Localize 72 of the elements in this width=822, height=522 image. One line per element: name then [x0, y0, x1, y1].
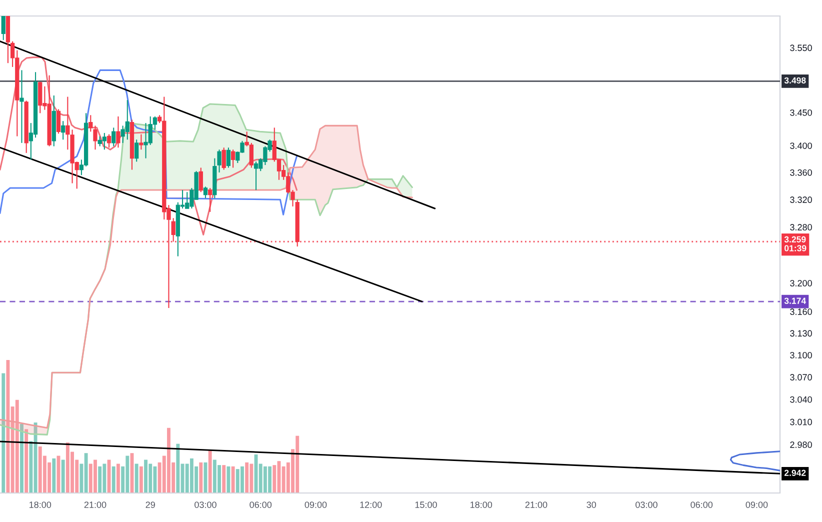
candlestick: [254, 161, 258, 191]
bar: [112, 466, 116, 493]
candlestick: [208, 187, 212, 212]
candlestick: [134, 139, 139, 162]
bar: [2, 373, 6, 493]
x-tick-label: 06:00: [690, 502, 713, 508]
y-tick-label: 3.040: [790, 396, 812, 403]
bar: [52, 458, 56, 493]
y-tick-label: 3.100: [790, 352, 812, 358]
y-tick-label: 3.280: [790, 224, 812, 230]
candlestick: [198, 167, 203, 193]
bar: [116, 464, 120, 493]
x-tick-label: 03:00: [194, 502, 216, 508]
candlestick: [217, 149, 222, 173]
candlestick: [93, 125, 98, 150]
x-tick-label: 12:00: [360, 502, 382, 508]
y-tick-label: 3.070: [790, 374, 812, 380]
y-tick-label: 3.450: [790, 109, 812, 116]
x-tick-label: 18:00: [30, 502, 52, 508]
candlestick: [88, 114, 93, 132]
bar: [134, 464, 138, 493]
bar: [20, 424, 24, 493]
x-tick-label: 09:00: [746, 502, 768, 508]
y-tick-label: 3.400: [790, 142, 812, 149]
x-tick-label: 29: [146, 502, 155, 508]
bar: [24, 429, 28, 493]
candlestick: [230, 149, 236, 168]
bar: [199, 462, 203, 493]
y-tick-label: 3.550: [790, 44, 812, 52]
candlestick: [139, 134, 144, 150]
candlestick: [56, 108, 61, 134]
bar: [98, 466, 102, 493]
ref-line-label: 3.259 01:39: [784, 236, 806, 252]
y-tick-label: 3.360: [790, 169, 812, 176]
ref-line-label: 3.498: [784, 77, 806, 84]
x-tick-label: 03:00: [636, 502, 658, 508]
bar: [272, 465, 276, 493]
y-tick-label: 3.160: [790, 308, 812, 315]
bar: [226, 466, 230, 493]
x-tick-label: 09:00: [304, 502, 327, 508]
candlestick: [1, 16, 6, 41]
candlestick: [66, 96, 70, 150]
y-tick-label: 3.130: [790, 330, 812, 337]
bar: [208, 450, 212, 493]
bar: [245, 462, 249, 493]
candlestick: [112, 127, 116, 147]
x-tick-label: 30: [586, 502, 596, 508]
bar: [176, 444, 180, 493]
candlestick: [249, 142, 254, 168]
y-tick-label: 3.320: [790, 196, 812, 203]
data-label: 2.942: [784, 470, 806, 476]
bar: [222, 465, 226, 493]
bar: [139, 466, 143, 493]
bar: [61, 460, 65, 493]
candlestick: [20, 70, 24, 144]
x-tick-label: 21:00: [84, 502, 106, 508]
x-tick-label: 21:00: [525, 502, 548, 508]
candlestick: [106, 134, 112, 148]
y-tick-label: 3.200: [790, 280, 812, 286]
candlestick: [203, 186, 208, 199]
bar: [231, 466, 235, 493]
x-tick-label: 18:00: [470, 502, 492, 508]
candlestick: [222, 147, 226, 170]
candlestick: [226, 147, 231, 168]
x-tick-label: 15:00: [415, 502, 437, 508]
ref-line-label: 3.174: [784, 298, 806, 304]
y-tick-label: 2.980: [790, 442, 812, 448]
candlestick: [116, 116, 120, 148]
x-tick-label: 06:00: [250, 502, 272, 508]
y-tick-label: 3.010: [790, 418, 812, 426]
candlestick: [61, 120, 66, 140]
candlestick: [102, 132, 106, 150]
